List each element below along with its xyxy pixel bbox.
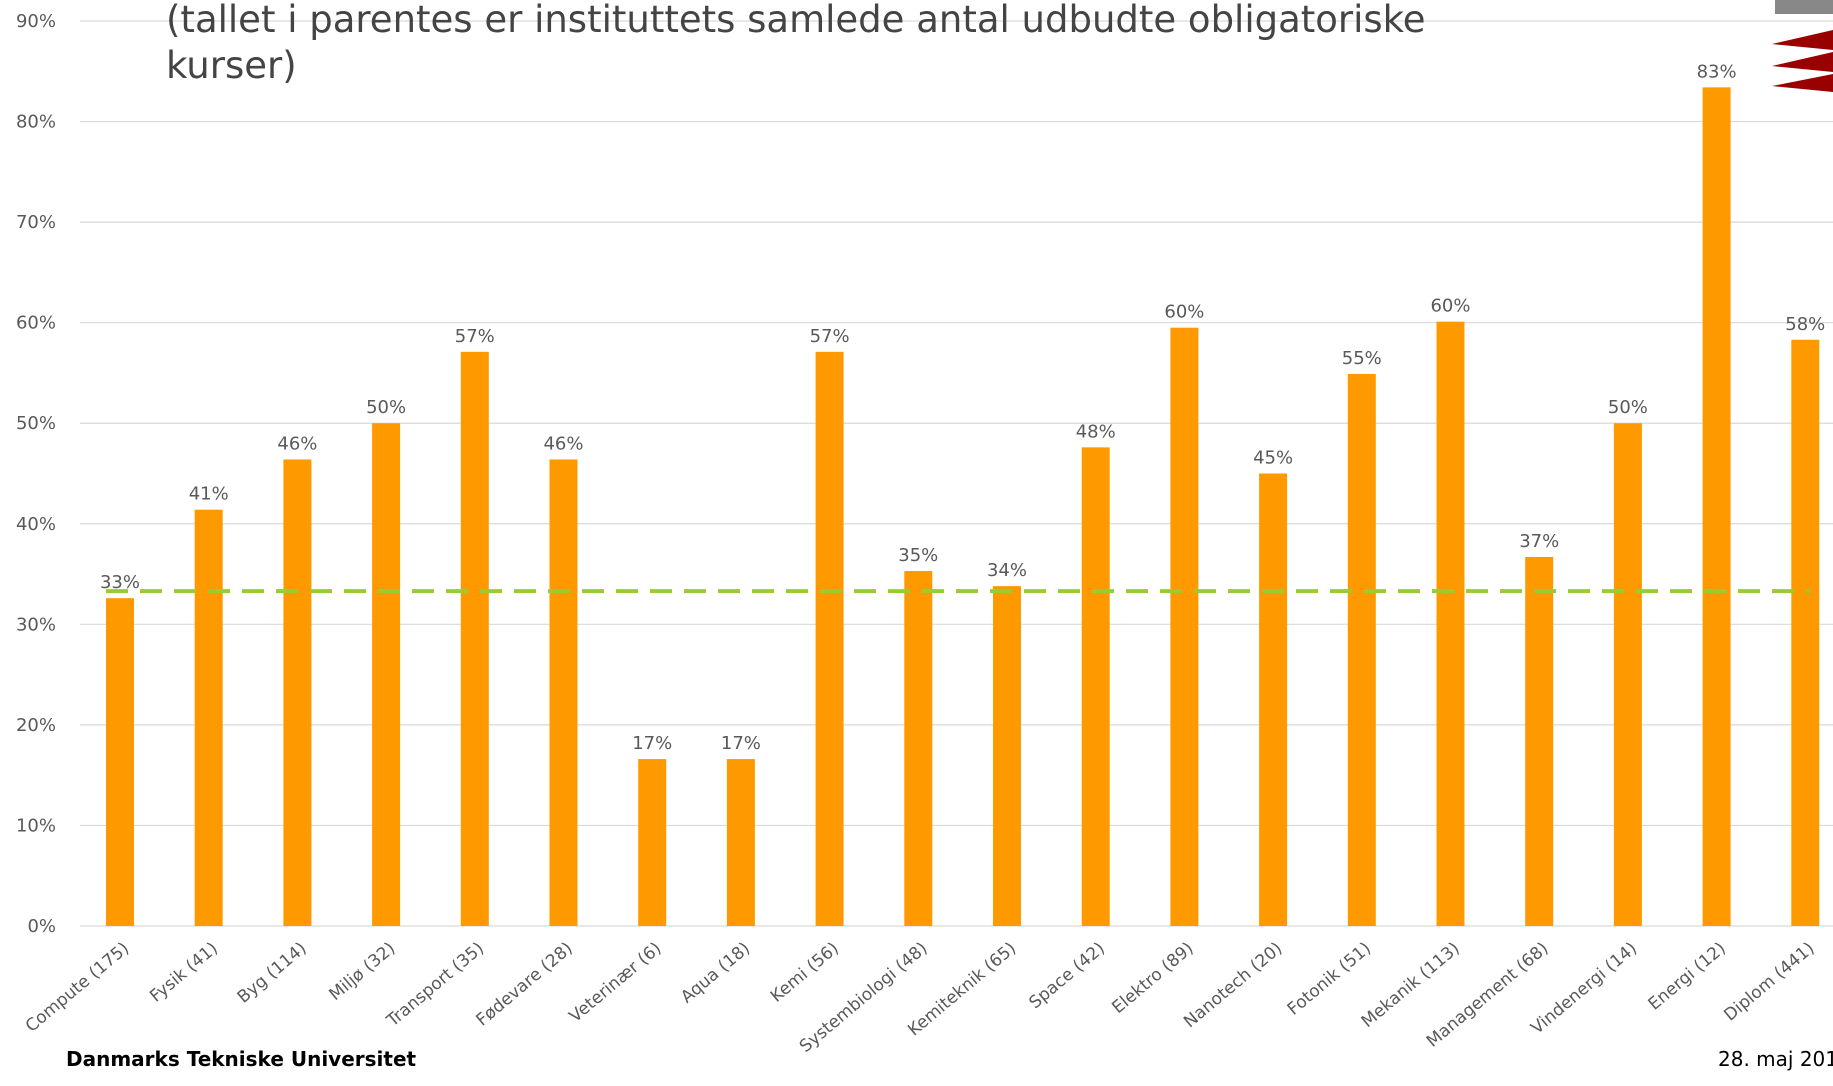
bar: [1259, 473, 1288, 926]
logo-mark: [1772, 30, 1833, 92]
bar: [1436, 321, 1465, 926]
bar: [904, 571, 933, 926]
value-label: 46%: [543, 433, 583, 454]
bar: [993, 586, 1021, 926]
y-tick-label: 10%: [16, 815, 56, 836]
x-tick-label: Byg (114): [234, 939, 311, 1008]
x-tick-label: Elektro (89): [1108, 939, 1197, 1018]
x-tick-label: Transport (35): [382, 939, 488, 1032]
bar: [726, 759, 755, 926]
bar: [460, 351, 489, 927]
y-tick-label: 20%: [16, 715, 56, 736]
value-label: 60%: [1430, 296, 1470, 317]
bar: [1702, 87, 1731, 926]
value-label: 48%: [1076, 421, 1116, 442]
x-tick-label: Fotonik (51): [1284, 939, 1375, 1020]
value-label: 17%: [632, 733, 672, 754]
bar: [1081, 447, 1110, 926]
value-label: 45%: [1253, 448, 1293, 469]
value-label: 37%: [1519, 531, 1559, 552]
y-tick-label: 80%: [16, 112, 56, 133]
bar: [1791, 339, 1820, 926]
x-tick-label: Space (42): [1025, 939, 1108, 1014]
bar: [815, 351, 844, 927]
value-label: 55%: [1342, 348, 1382, 369]
x-tick-label: Kemi (56): [767, 939, 843, 1007]
value-label: 17%: [721, 733, 761, 754]
footer-left: Danmarks Tekniske Universitet: [66, 1047, 417, 1071]
x-tick-label: Veterinær (6): [566, 939, 666, 1027]
value-label: 58%: [1785, 314, 1825, 335]
value-label: 57%: [810, 326, 850, 347]
logo: [1772, 0, 1833, 92]
y-tick-label: 0%: [27, 916, 56, 937]
bar: [549, 459, 578, 926]
x-tick-label: Aqua (18): [677, 939, 754, 1008]
y-tick-label: 40%: [16, 514, 56, 535]
bar: [372, 423, 401, 926]
bar: [638, 759, 667, 926]
value-label: 35%: [898, 545, 938, 566]
chart-title: (tallet i parentes er instituttets samle…: [166, 0, 1426, 87]
bar: [106, 598, 134, 926]
x-tick-label: Energi (12): [1645, 939, 1730, 1015]
logo-letters: [1775, 0, 1833, 14]
value-label: 60%: [1164, 302, 1204, 323]
value-label: 57%: [455, 326, 495, 347]
x-tick-label: Fysik (41): [146, 939, 222, 1007]
title-text: kurser): [166, 44, 297, 87]
y-tick-label: 90%: [16, 11, 56, 32]
bar: [1613, 423, 1642, 926]
y-tick-label: 30%: [16, 614, 56, 635]
y-tick-label: 50%: [16, 413, 56, 434]
x-tick-label: Fødevare (28): [472, 939, 576, 1031]
value-label: 41%: [189, 484, 229, 505]
value-label: 46%: [277, 433, 317, 454]
x-tick-label: Miljø (32): [326, 939, 400, 1005]
y-tick-label: 60%: [16, 313, 56, 334]
value-label: 50%: [366, 397, 406, 418]
bar: [283, 459, 312, 926]
x-tick-label: Diplom (441): [1720, 939, 1818, 1026]
value-label: 34%: [987, 560, 1027, 581]
title-text: (tallet i parentes er instituttets samle…: [166, 0, 1426, 41]
x-tick-label: Compute (175): [22, 939, 133, 1037]
bar: [194, 509, 223, 926]
value-label: 83%: [1697, 61, 1737, 82]
y-tick-label: 70%: [16, 212, 56, 233]
value-label: 33%: [100, 572, 140, 593]
bar: [1170, 327, 1199, 926]
bar: [1525, 556, 1554, 926]
value-label: 50%: [1608, 397, 1648, 418]
bar: [1347, 373, 1376, 926]
footer-right: 28. maj 201: [1718, 1047, 1833, 1071]
